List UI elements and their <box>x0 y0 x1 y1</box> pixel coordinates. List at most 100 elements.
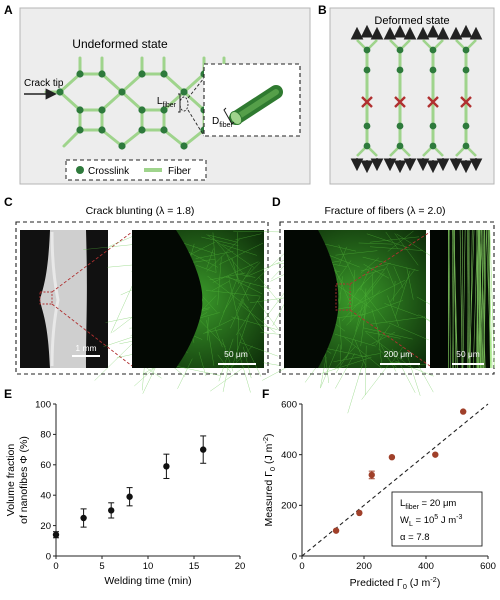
crosslink-node <box>462 122 470 130</box>
fiber-strand <box>363 264 390 279</box>
fiber-strand <box>231 316 278 330</box>
panel-b-title: Deformed state <box>374 15 449 27</box>
scalebar-c2: 50 μm <box>224 349 248 359</box>
fiber-strand <box>83 243 138 250</box>
fiber-strand <box>447 229 450 369</box>
crosslink-node <box>363 46 371 54</box>
fiber-strand <box>236 232 238 277</box>
fiber-strand <box>488 229 493 369</box>
fiber-strand <box>364 331 401 339</box>
fiber-strand <box>212 261 259 283</box>
panel-e-letter: E <box>4 387 12 401</box>
deformed-chains <box>350 24 483 174</box>
zoom-line-bottom <box>187 109 205 137</box>
fracture-cross-icon <box>460 96 472 108</box>
fiber-strand <box>227 276 263 295</box>
fiber-strand <box>386 267 395 286</box>
data-point <box>460 408 467 415</box>
fiber-strand <box>363 327 413 340</box>
fiber-strand <box>393 266 404 289</box>
y-tick-label: 40 <box>40 491 51 502</box>
legend-fiber-label: Fiber <box>168 166 191 177</box>
y-tick-label: 0 <box>46 551 51 562</box>
annotation-w-l: WL = 105 J m-3 <box>400 514 462 528</box>
fiber-strand <box>236 315 240 362</box>
fiber-end <box>229 111 243 125</box>
fiber-strand <box>406 267 414 300</box>
data-point <box>388 454 396 461</box>
fiber-strand <box>366 233 410 249</box>
crosslink-node <box>396 46 404 54</box>
fiber-strand <box>354 339 367 368</box>
data-point <box>332 527 340 534</box>
fiber-highlight <box>233 89 279 121</box>
legend-box <box>65 159 207 181</box>
fiber-strand <box>203 328 223 334</box>
fiber-strand <box>380 345 397 372</box>
data-point <box>52 531 60 538</box>
x-tick-label: 10 <box>143 561 154 572</box>
fiber-strand <box>384 303 419 317</box>
fiber-strand <box>360 287 388 324</box>
fiber-strand <box>355 304 363 332</box>
zoom-line-top <box>187 77 205 99</box>
crack-tip-label: Crack tip <box>24 78 64 89</box>
zoom-line-d-top <box>349 231 431 285</box>
annotation-l-fiber: Lfiber = 20 μm <box>400 498 456 511</box>
crosslink-legend-icon <box>76 166 84 174</box>
panel-d-letter: D <box>272 195 281 209</box>
fiber-strand <box>364 272 385 299</box>
fiber-strand <box>262 290 287 323</box>
fiber-strand <box>205 317 236 333</box>
data-point <box>432 451 439 458</box>
fiber-strand <box>242 346 252 379</box>
fiber-strand <box>206 248 214 269</box>
fiber-strand <box>239 341 278 357</box>
fiber-strand <box>473 229 478 369</box>
y-tick-label: 60 <box>40 460 51 471</box>
crosslink-node <box>363 122 371 130</box>
fiber-strand <box>489 229 495 369</box>
crosslink-node <box>462 142 470 150</box>
panel-b-box <box>329 7 495 185</box>
fiber-strand <box>228 279 239 321</box>
fiber-strand <box>452 229 455 369</box>
fiber-strand <box>360 257 380 274</box>
fiber-strand <box>223 267 252 313</box>
scalebar-d1: 200 μm <box>384 349 413 359</box>
fiber-strand <box>236 282 251 312</box>
crosslink-node <box>462 66 470 74</box>
fiber-strand <box>239 355 251 393</box>
fiber-strand <box>222 362 230 392</box>
fiber-strand <box>452 229 458 369</box>
fiber-strand <box>212 236 244 275</box>
fiber-strand <box>218 338 234 382</box>
fiber-strand <box>320 344 340 388</box>
fiber-strand <box>94 341 135 381</box>
y-tick-label: 100 <box>35 399 51 410</box>
zoom-line-d-bottom <box>349 309 431 367</box>
fiber-strand <box>358 242 393 245</box>
fiber-strand <box>325 347 367 358</box>
fiber-strand <box>257 301 280 331</box>
crosslink-node <box>429 142 437 150</box>
fiber-strand <box>365 332 408 365</box>
fiber-strand <box>388 322 430 341</box>
d-fiber-bracket <box>223 107 235 125</box>
fiber-strand <box>370 316 426 325</box>
crosslink-node <box>363 142 371 150</box>
zoom-line-c-bottom <box>51 303 133 367</box>
fiber-strand <box>389 268 416 303</box>
fiber-strand <box>142 364 158 394</box>
fiber-strand <box>469 229 475 369</box>
fiber-strand <box>392 348 416 393</box>
crosslink-nodes <box>56 70 228 150</box>
y-tick-label: 200 <box>281 501 297 512</box>
data-point <box>368 471 375 479</box>
fiber-strand <box>339 276 343 304</box>
fiber-strand <box>467 229 470 369</box>
fiber-strand <box>172 365 220 376</box>
crosslink-node <box>363 66 371 74</box>
fiber-strand <box>237 273 256 278</box>
zoom-line-c-top <box>51 231 133 293</box>
